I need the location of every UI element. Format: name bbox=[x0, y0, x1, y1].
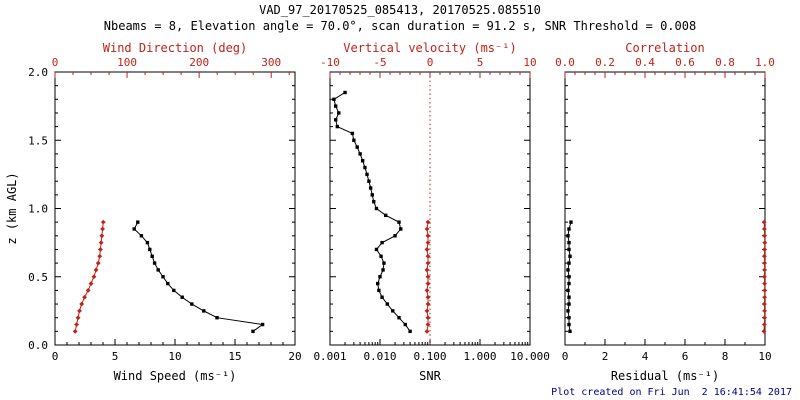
svg-text:8: 8 bbox=[722, 350, 729, 363]
svg-text:6: 6 bbox=[682, 350, 689, 363]
svg-text:100: 100 bbox=[117, 56, 137, 69]
svg-text:10: 10 bbox=[523, 56, 536, 69]
svg-text:0.0: 0.0 bbox=[28, 339, 48, 352]
svg-text:Wind Speed (ms⁻¹): Wind Speed (ms⁻¹) bbox=[114, 369, 237, 383]
svg-text:1.0: 1.0 bbox=[755, 56, 775, 69]
svg-text:z (km AGL): z (km AGL) bbox=[5, 172, 19, 244]
svg-text:Vertical velocity (ms⁻¹): Vertical velocity (ms⁻¹) bbox=[343, 41, 516, 55]
svg-text:200: 200 bbox=[189, 56, 209, 69]
svg-text:300: 300 bbox=[261, 56, 281, 69]
svg-text:0.5: 0.5 bbox=[28, 271, 48, 284]
svg-text:0.2: 0.2 bbox=[595, 56, 615, 69]
svg-text:Correlation: Correlation bbox=[625, 41, 704, 55]
svg-text:10.000: 10.000 bbox=[510, 350, 550, 363]
svg-text:0.4: 0.4 bbox=[635, 56, 655, 69]
svg-text:0.8: 0.8 bbox=[715, 56, 735, 69]
svg-text:0.0: 0.0 bbox=[555, 56, 575, 69]
svg-text:Wind Direction (deg): Wind Direction (deg) bbox=[103, 41, 248, 55]
svg-text:-5: -5 bbox=[373, 56, 386, 69]
svg-text:0: 0 bbox=[52, 350, 59, 363]
svg-text:0: 0 bbox=[52, 56, 59, 69]
svg-text:1.5: 1.5 bbox=[28, 134, 48, 147]
svg-text:0.6: 0.6 bbox=[675, 56, 695, 69]
svg-text:1.0: 1.0 bbox=[28, 203, 48, 216]
svg-text:SNR: SNR bbox=[419, 369, 441, 383]
svg-text:15: 15 bbox=[228, 350, 241, 363]
svg-text:0: 0 bbox=[562, 350, 569, 363]
svg-text:0: 0 bbox=[427, 56, 434, 69]
svg-text:20: 20 bbox=[288, 350, 301, 363]
svg-text:5: 5 bbox=[112, 350, 119, 363]
svg-text:2: 2 bbox=[602, 350, 609, 363]
svg-text:Residual (ms⁻¹): Residual (ms⁻¹) bbox=[611, 369, 719, 383]
svg-text:4: 4 bbox=[642, 350, 649, 363]
svg-text:10: 10 bbox=[758, 350, 771, 363]
svg-text:5: 5 bbox=[477, 56, 484, 69]
svg-text:0.010: 0.010 bbox=[363, 350, 396, 363]
plot-subtitle: Nbeams = 8, Elevation angle = 70.0°, sca… bbox=[103, 19, 697, 33]
plot-footer: Plot created on Fri Jun 2 16:41:54 2017 bbox=[551, 387, 792, 398]
svg-text:2.0: 2.0 bbox=[28, 66, 48, 79]
svg-text:-10: -10 bbox=[320, 56, 340, 69]
svg-text:1.000: 1.000 bbox=[463, 350, 496, 363]
svg-text:10: 10 bbox=[168, 350, 181, 363]
svg-text:0.100: 0.100 bbox=[413, 350, 446, 363]
svg-text:0.001: 0.001 bbox=[313, 350, 346, 363]
plot-title: VAD_97_20170525_085413, 20170525.085510 bbox=[259, 3, 541, 17]
